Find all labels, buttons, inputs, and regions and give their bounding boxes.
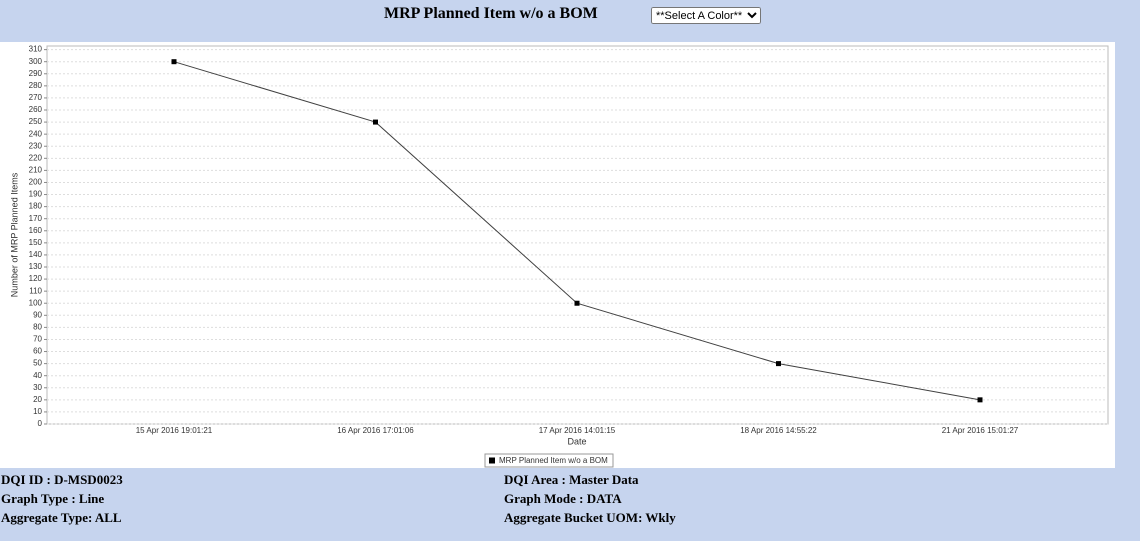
chart: Number of MRP Planned Items Date 0 10 20 30…	[0, 42, 1115, 468]
data-point	[977, 397, 983, 403]
y-tick-label: 200	[29, 178, 43, 187]
y-tick-label: 240	[29, 129, 43, 138]
y-tick-label: 210	[29, 165, 43, 174]
x-tick-label: 15 Apr 2016 19:01:21	[136, 426, 213, 435]
y-tick-label: 0	[38, 419, 43, 428]
y-axis-label: Number of MRP Planned Items	[9, 172, 19, 297]
y-tick-label: 120	[29, 274, 43, 283]
y-tick-label: 170	[29, 214, 43, 223]
y-tick-label: 60	[33, 347, 42, 356]
y-tick-label: 190	[29, 190, 43, 199]
y-tick-label: 10	[33, 407, 42, 416]
y-tick-label: 50	[33, 359, 42, 368]
data-point	[776, 361, 781, 367]
page-title: MRP Planned Item w/o a BOM	[384, 5, 598, 22]
y-tick-label: 150	[29, 238, 43, 247]
y-tick-label: 260	[29, 105, 43, 114]
y-tick-label: 80	[33, 322, 42, 331]
x-tick-label: 18 Apr 2016 14:55:22	[740, 426, 817, 435]
footer-item: DQI Area : Master Data	[504, 472, 639, 487]
y-tick-label: 180	[29, 202, 43, 211]
legend-marker	[489, 457, 495, 464]
y-tick-label: 250	[29, 117, 43, 126]
y-tick-label: 230	[29, 141, 43, 150]
y-tick-label: 310	[29, 45, 43, 54]
footer-item: Aggregate Type: ALL	[1, 510, 122, 525]
y-tick-label: 300	[29, 57, 43, 66]
footer-item: Graph Type : Line	[1, 491, 105, 506]
x-tick-label: 21 Apr 2016 15:01:27	[942, 426, 1019, 435]
y-tick-label: 30	[33, 383, 42, 392]
y-tick-label: 20	[33, 395, 42, 404]
legend-label: MRP Planned Item w/o a BOM	[499, 456, 608, 465]
data-point	[373, 119, 378, 125]
y-tick-label: 110	[29, 286, 42, 295]
plot-area	[46, 45, 1109, 425]
y-tick-label: 100	[29, 298, 43, 307]
y-tick-label: 130	[29, 262, 43, 271]
y-tick-label: 220	[29, 153, 43, 162]
y-tick-label: 160	[29, 226, 43, 235]
footer-item: DQI ID : D-MSD0023	[1, 472, 123, 487]
y-tick-label: 40	[33, 371, 42, 380]
color-select[interactable]: **Select A Color**	[651, 7, 761, 24]
x-tick-label: 16 Apr 2016 17:01:06	[337, 426, 414, 435]
y-tick-label: 140	[29, 250, 43, 259]
y-tick-label: 290	[29, 69, 43, 78]
y-tick-label: 280	[29, 81, 43, 90]
y-tick-label: 270	[29, 93, 43, 102]
x-axis-label: Date	[567, 436, 586, 446]
data-point	[171, 59, 177, 65]
legend-box	[484, 453, 614, 468]
x-tick-label: 17 Apr 2016 14:01:15	[539, 426, 616, 435]
y-tick-label: 90	[33, 310, 42, 319]
legend: MRP Planned Item w/o a BOM	[484, 453, 614, 468]
footer-item: Aggregate Bucket UOM: Wkly	[504, 510, 676, 525]
footer-item: Graph Mode : DATA	[504, 491, 622, 506]
y-tick-label: 70	[33, 335, 42, 344]
data-point	[574, 300, 580, 306]
